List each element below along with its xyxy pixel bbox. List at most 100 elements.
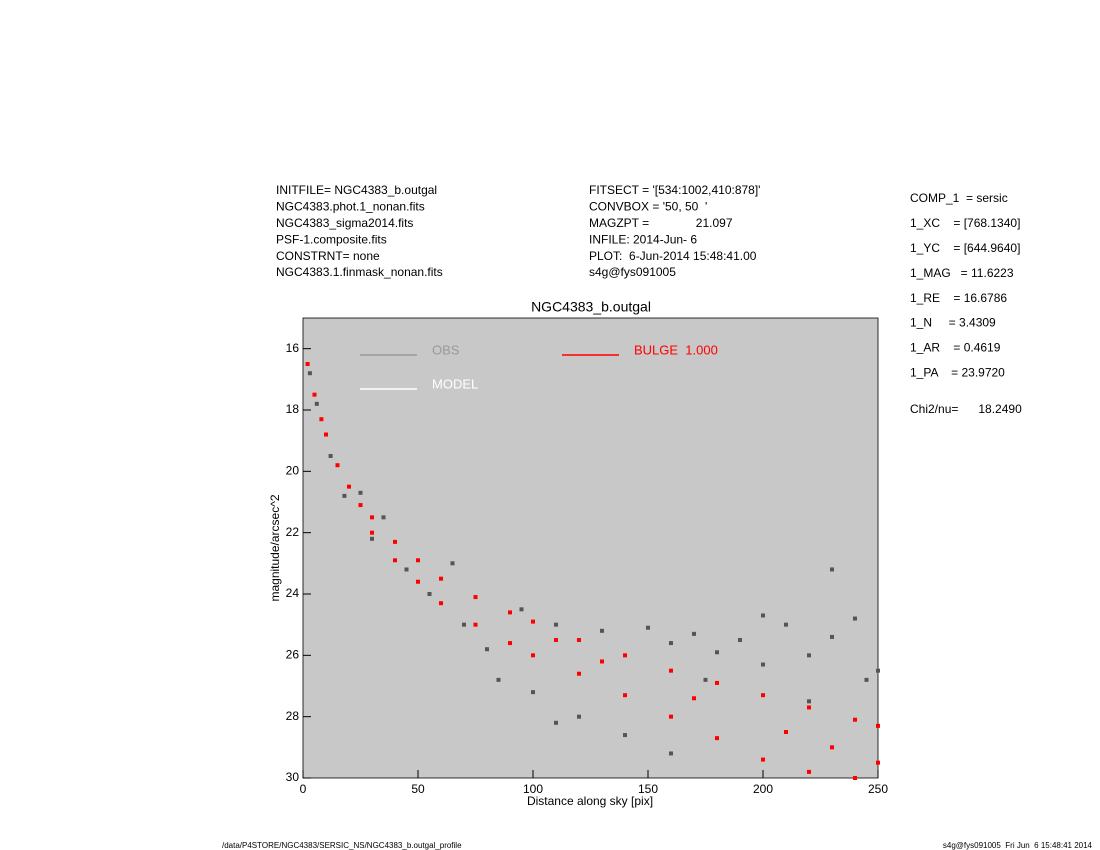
header-middle-line: CONVBOX = '50, 50 ' [589,200,707,214]
x-tick-label: 100 [523,782,543,796]
y-tick-label: 24 [286,586,300,600]
data-point [807,653,811,658]
data-point [830,745,834,750]
data-point [876,723,880,728]
data-point [669,641,673,646]
data-point [314,401,319,406]
data-point [738,638,742,642]
data-point [416,558,420,563]
data-point [531,619,535,624]
data-point [703,677,708,682]
data-point [342,493,347,498]
data-point [692,631,696,636]
fit-parameter: 1_AR = 0.4619 [910,341,1001,355]
chart-title: NGC4383_b.outgal [531,299,651,315]
data-point [305,362,310,366]
data-point [450,561,455,566]
x-tick-label: 250 [868,782,888,796]
data-point [328,454,333,458]
data-point [761,662,765,667]
header-left-line: PSF-1.composite.fits [276,232,387,246]
fit-parameter: 1_N = 3.4309 [910,316,996,330]
header-left-line: NGC4383.phot.1_nonan.fits [276,200,425,214]
y-axis-label: magnitude/arcsec^2 [268,494,282,601]
data-point [646,625,650,630]
x-tick-label: 50 [411,782,425,796]
header-middle-line: s4g@fys091005 [589,265,676,279]
data-point [853,717,857,722]
data-point [416,579,420,584]
data-point [807,769,811,774]
data-point [864,677,869,682]
data-point [370,536,374,541]
fit-parameter: Chi2/nu= 18.2490 [910,402,1022,416]
data-point [554,622,558,627]
y-tick-label: 18 [286,402,300,416]
footer-stamp: s4g@fys091005 Fri Jun 6 15:48:41 2014 [943,841,1093,850]
data-point [761,693,765,698]
data-point [715,650,719,655]
header-left-line: INITFILE= NGC4383_b.outgal [276,183,437,197]
legend-label: OBS [432,342,460,357]
data-point [692,696,696,701]
data-point [715,680,719,685]
data-point [853,776,857,780]
fit-parameter: 1_RE = 16.6786 [910,291,1007,305]
data-point [577,638,581,642]
x-tick-label: 200 [753,782,773,796]
data-point [577,714,581,719]
data-point [319,417,324,422]
legend-label: BULGE 1.000 [634,342,718,357]
data-point [347,484,351,489]
data-point [715,736,719,741]
data-point [473,622,478,627]
header-middle-line: INFILE: 2014-Jun- 6 [589,232,697,246]
data-point [393,558,397,563]
y-tick-label: 28 [286,709,300,723]
y-tick-label: 22 [286,525,300,539]
data-point [370,515,374,520]
data-point [473,595,478,600]
data-point [439,601,443,606]
data-point [577,671,581,676]
data-point [876,668,880,673]
fit-parameter: 1_PA = 23.9720 [910,365,1005,379]
data-point [669,751,673,756]
fit-parameter: 1_XC = [768.1340] [910,216,1020,230]
data-point [853,616,857,621]
data-point [830,567,834,572]
data-point [324,432,328,437]
data-point [669,714,673,719]
data-point [358,503,363,508]
fit-parameter: 1_YC = [644.9640] [910,241,1020,255]
data-point [600,659,604,664]
header-middle-line: FITSECT = '[534:1002,410:878]' [589,183,760,197]
data-point [393,539,397,544]
data-point [439,576,443,581]
header-left-line: CONSTRNT= none [276,249,380,263]
data-point [531,653,535,658]
x-tick-label: 0 [300,782,307,796]
data-point [807,705,811,710]
y-tick-label: 30 [286,770,300,784]
data-point [784,622,788,627]
data-point [623,733,627,738]
data-point [784,730,788,734]
y-tick-label: 16 [286,341,300,355]
x-tick-label: 150 [638,782,658,796]
data-point [519,607,524,612]
data-point [335,463,340,468]
data-point [623,653,627,658]
header-left-line: NGC4383_sigma2014.fits [276,216,413,230]
header-middle-line: PLOT: 6-Jun-2014 15:48:41.00 [589,249,757,263]
plot-area [302,317,879,779]
data-point [623,693,627,698]
x-axis-label: Distance along sky [pix] [527,794,653,808]
data-point [830,634,834,639]
data-point [876,760,880,765]
data-point [761,613,765,618]
data-point [381,515,386,520]
data-point [427,592,432,596]
data-point [358,490,363,495]
